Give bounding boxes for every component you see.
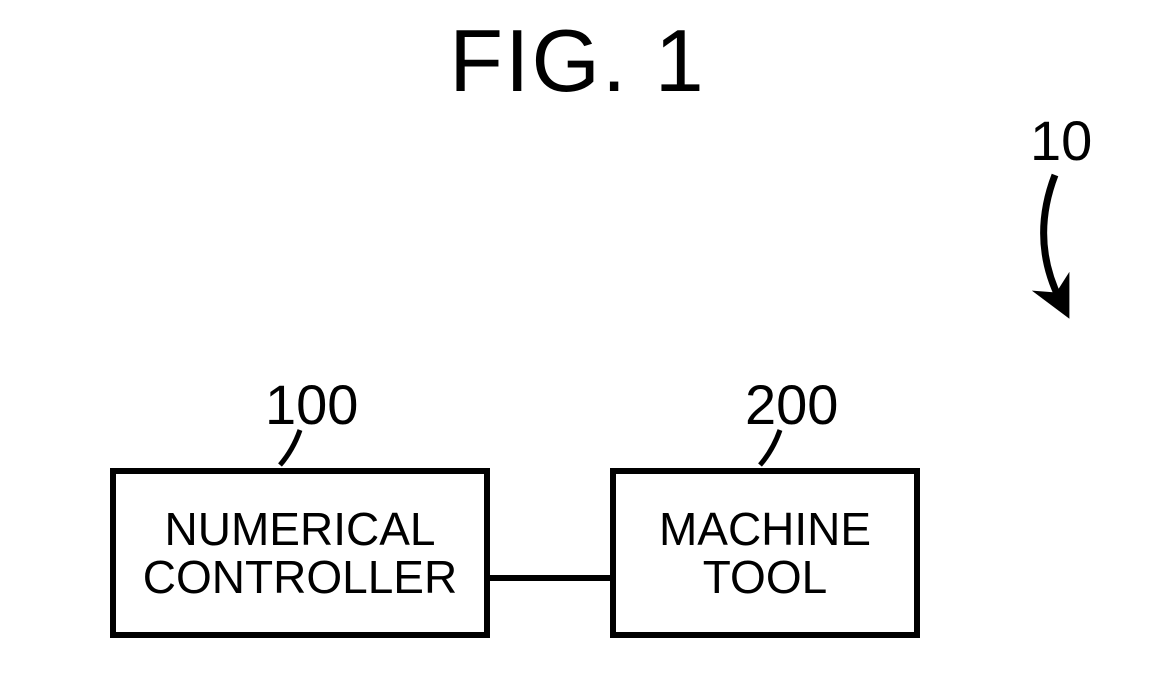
machine-tool-line2: TOOL — [703, 553, 827, 601]
figure-canvas: FIG. 1 10 100 NUMERICAL CONTROLLER 200 M… — [0, 0, 1155, 687]
ref-200-leader — [0, 0, 1155, 687]
machine-tool-block: MACHINE TOOL — [610, 468, 920, 638]
connector-line — [490, 575, 610, 581]
machine-tool-line1: MACHINE — [659, 505, 871, 553]
